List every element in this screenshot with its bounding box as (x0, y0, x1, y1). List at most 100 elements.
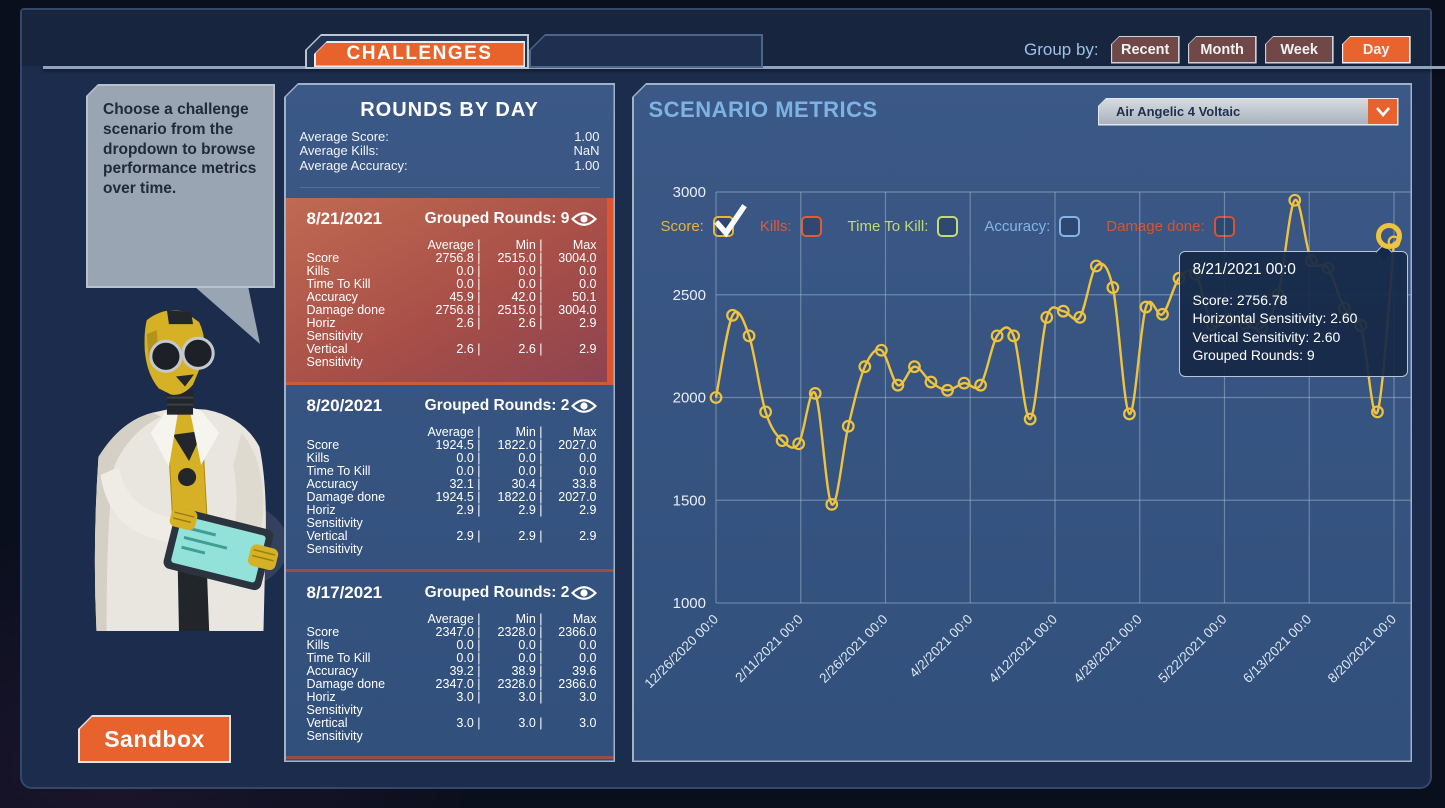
data-point-marker[interactable] (1287, 193, 1301, 207)
score-line-chart[interactable]: 3000 2500 2000 1500 1000 12/26/2020 00:0 2/11/… (634, 180, 1411, 761)
data-point-marker[interactable] (990, 328, 1004, 342)
sandbox-button[interactable]: Sandbox (78, 715, 231, 763)
table-cell: Time To Kill (306, 463, 371, 478)
group-by-month[interactable]: Month (1187, 35, 1257, 64)
data-point-marker[interactable] (758, 404, 772, 418)
highlighted-point-ring (1375, 223, 1402, 250)
group-by-week[interactable]: Week (1264, 35, 1334, 64)
metric-checkbox-accuracy[interactable]: Accuracy: (984, 215, 1081, 237)
table-row: Time To Kill 0.0 | 0.0 | 0.0 (307, 650, 597, 665)
data-point-marker[interactable] (957, 376, 970, 390)
table-cell (307, 613, 395, 626)
round-card[interactable]: 8/21/2021 Grouped Rounds: 9 Average | Min… (285, 197, 614, 382)
checkbox-box[interactable] (712, 203, 747, 237)
table-cell: 2347.0 | (435, 624, 481, 639)
table-cell: 3.0 | (518, 689, 543, 704)
table-cell: 0.0 (579, 637, 597, 652)
data-point-marker[interactable] (1072, 310, 1086, 324)
table-cell: Score (306, 250, 340, 265)
metric-checkbox-score[interactable]: Score: (661, 203, 747, 237)
data-point-marker[interactable] (1006, 328, 1020, 342)
round-card[interactable]: 8/20/2021 Grouped Rounds: 2 Average | Min… (285, 381, 614, 569)
table-cell: 0.0 (579, 450, 597, 465)
summary-label: Average Score: (299, 128, 389, 144)
scenario-dropdown[interactable]: Air Angelic 4 Voltaic (1097, 97, 1399, 126)
table-row: Damage done 1924.5 | 1822.0 | 2027.0 (306, 489, 597, 504)
data-point-marker[interactable] (1105, 280, 1119, 294)
checkbox-box[interactable] (937, 215, 959, 237)
data-point-marker[interactable] (725, 308, 739, 322)
chart-tooltip-line: Score: 2756.78 (1192, 291, 1288, 308)
data-point-marker[interactable] (1039, 310, 1053, 324)
chart-tooltip-line: Grouped Rounds: 9 (1192, 347, 1315, 363)
data-point-marker[interactable] (709, 390, 722, 404)
eye-icon[interactable] (570, 398, 597, 414)
data-point-marker[interactable] (1122, 407, 1136, 420)
round-card[interactable]: 8/17/2021 Grouped Rounds: 2 Average | Min… (285, 568, 614, 756)
data-point-marker[interactable] (940, 383, 954, 397)
table-row: Time To Kill 0.0 | 0.0 | 0.0 (307, 276, 597, 291)
x-axis-tick-label: 12/26/2020 00:0 (641, 611, 721, 691)
data-point-marker[interactable] (775, 433, 789, 447)
table-cell: 0.0 | (518, 463, 543, 478)
table-cell: Damage done (306, 489, 386, 504)
metric-checkbox-time-to-kill[interactable]: Time To Kill: (848, 215, 959, 237)
table-row: Vertical Sensitivity 2.9 | 2.9 | 2.9 (307, 528, 597, 556)
data-point-marker[interactable] (1155, 307, 1169, 321)
table-cell: 0.0 | (456, 276, 481, 291)
eye-icon[interactable] (570, 211, 597, 227)
data-point-marker[interactable] (973, 378, 987, 392)
data-point-marker[interactable] (891, 378, 904, 392)
checkbox-box[interactable] (800, 215, 822, 237)
table-cell: 2.9 (579, 528, 597, 543)
checkbox-box[interactable] (1059, 215, 1081, 237)
metric-checkbox-damage-done[interactable]: Damage done: (1106, 215, 1235, 237)
table-cell: 39.6 (572, 663, 597, 678)
table-cell: Kills (306, 263, 330, 278)
x-axis-tick-label: 2/11/2021 00:0 (732, 611, 806, 685)
data-point-marker[interactable] (841, 419, 855, 433)
table-cell: 3004.0 (558, 302, 597, 317)
data-point-marker[interactable] (1023, 412, 1037, 425)
data-point-marker[interactable] (907, 359, 921, 373)
data-point-marker[interactable] (924, 375, 937, 388)
metric-checkbox-label: Damage done: (1106, 217, 1205, 235)
table-cell: 2366.0 (558, 624, 597, 639)
table-cell: Average | (427, 237, 481, 252)
data-point-marker[interactable] (1056, 304, 1070, 318)
checkbox-box[interactable] (1213, 215, 1235, 237)
data-point-marker[interactable] (742, 328, 755, 342)
data-point-marker[interactable] (874, 343, 888, 357)
y-axis-tick-label: 1500 (672, 492, 705, 509)
speech-bubble: Choose a challenge scenario from the dro… (86, 84, 275, 288)
table-cell (307, 239, 395, 252)
group-by-recent[interactable]: Recent (1110, 35, 1180, 64)
table-cell: 2328.0 | (497, 676, 543, 691)
table-row: Accuracy 32.1 | 30.4 | 33.8 (307, 477, 597, 491)
rounds-by-day-panel: ROUNDS BY DAY Average Score: 1.00 Average … (284, 83, 615, 762)
data-point-marker[interactable] (857, 359, 871, 373)
data-point-marker[interactable] (1139, 300, 1152, 313)
round-card[interactable]: 8/14/2021 Grouped Rounds: 3 Average |Min… (285, 755, 614, 761)
group-by-day[interactable]: Day (1341, 35, 1411, 64)
tab-challenges[interactable]: CHALLENGES (305, 34, 529, 69)
chevron-down-icon[interactable] (1368, 99, 1397, 124)
table-cell: 2328.0 | (497, 624, 543, 639)
eye-icon[interactable] (570, 585, 597, 601)
table-cell: 38.9 | (511, 663, 543, 678)
table-cell: 0.0 (579, 650, 597, 665)
table-cell: 3004.0 (558, 250, 597, 265)
metric-checkbox-kills[interactable]: Kills: (760, 215, 822, 237)
round-card-grouped-rounds: Grouped Rounds: 2 (424, 396, 570, 414)
table-cell (307, 426, 395, 439)
table-cell: 2.6 | (518, 341, 543, 356)
group-by-recent-label: Recent (1112, 37, 1179, 62)
data-point-marker[interactable] (1089, 259, 1103, 272)
data-point-marker[interactable] (808, 386, 822, 400)
data-point-marker[interactable] (791, 436, 805, 450)
table-cell: Kills (306, 637, 330, 652)
round-card-table: Average | Min | Max Score 1924.5 | 1822.0 | 20… (306, 425, 597, 556)
data-point-marker[interactable] (1370, 404, 1384, 418)
data-point-marker[interactable] (824, 497, 838, 511)
group-by-week-label: Week (1266, 37, 1333, 62)
